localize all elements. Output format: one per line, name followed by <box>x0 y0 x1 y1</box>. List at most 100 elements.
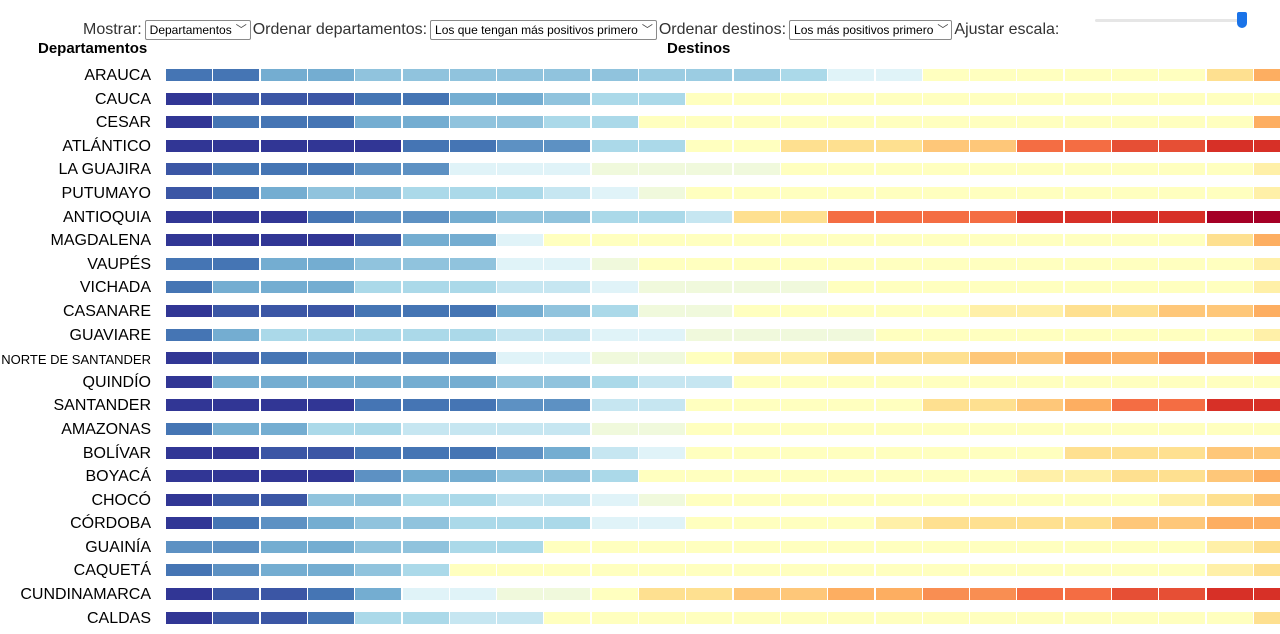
heatmap-cell[interactable] <box>1112 328 1158 341</box>
heatmap-cell[interactable] <box>875 352 922 365</box>
heatmap-cell[interactable] <box>1112 69 1158 81</box>
heatmap-cell[interactable] <box>497 422 544 435</box>
heatmap-cell[interactable] <box>1253 116 1280 129</box>
heatmap-cell[interactable] <box>213 399 260 412</box>
heatmap-cell[interactable] <box>213 564 260 577</box>
heatmap-cell[interactable] <box>260 281 307 294</box>
heatmap-cell[interactable] <box>1253 375 1280 388</box>
heatmap-cell[interactable] <box>591 281 638 294</box>
heatmap-cell[interactable] <box>166 399 212 412</box>
heatmap-cell[interactable] <box>1253 493 1280 506</box>
heatmap-cell[interactable] <box>1206 69 1253 81</box>
heatmap-cell[interactable] <box>402 186 449 199</box>
heatmap-cell[interactable] <box>213 139 260 152</box>
heatmap-cell[interactable] <box>497 517 544 530</box>
heatmap-cell[interactable] <box>213 281 260 294</box>
heatmap-cell[interactable] <box>213 517 260 530</box>
heatmap-cell[interactable] <box>213 352 260 365</box>
heatmap-cell[interactable] <box>780 304 827 317</box>
heatmap-cell[interactable] <box>1206 116 1253 129</box>
heatmap-cell[interactable] <box>639 446 685 459</box>
heatmap-cell[interactable] <box>1112 493 1158 506</box>
heatmap-cell[interactable] <box>875 139 922 152</box>
heatmap-cell[interactable] <box>355 210 402 223</box>
heatmap-cell[interactable] <box>639 517 685 530</box>
heatmap-cell[interactable] <box>449 163 496 176</box>
heatmap-cell[interactable] <box>733 69 780 81</box>
heatmap-cell[interactable] <box>922 422 969 435</box>
heatmap-cell[interactable] <box>686 186 733 199</box>
department-label[interactable]: AMAZONAS <box>61 420 151 438</box>
heatmap-cell[interactable] <box>922 281 969 294</box>
heatmap-cell[interactable] <box>1206 588 1253 601</box>
heatmap-cell[interactable] <box>1112 517 1158 530</box>
heatmap-cell[interactable] <box>828 304 875 317</box>
heatmap-cell[interactable] <box>1159 611 1206 624</box>
heatmap-cell[interactable] <box>166 116 212 129</box>
heatmap-cell[interactable] <box>307 399 354 412</box>
heatmap-cell[interactable] <box>497 257 544 270</box>
heatmap-cell[interactable] <box>970 352 1017 365</box>
heatmap-cell[interactable] <box>686 588 733 601</box>
heatmap-cell[interactable] <box>1206 257 1253 270</box>
heatmap-cell[interactable] <box>1159 69 1206 81</box>
heatmap-cell[interactable] <box>733 399 780 412</box>
heatmap-cell[interactable] <box>166 69 212 81</box>
heatmap-cell[interactable] <box>544 375 591 388</box>
heatmap-cell[interactable] <box>1112 210 1158 223</box>
heatmap-cell[interactable] <box>733 611 780 624</box>
heatmap-cell[interactable] <box>970 234 1017 247</box>
heatmap-cell[interactable] <box>591 186 638 199</box>
heatmap-cell[interactable] <box>970 281 1017 294</box>
heatmap-cell[interactable] <box>780 352 827 365</box>
heatmap-cell[interactable] <box>1112 281 1158 294</box>
heatmap-cell[interactable] <box>1064 69 1111 81</box>
heatmap-cell[interactable] <box>402 210 449 223</box>
heatmap-cell[interactable] <box>828 540 875 553</box>
heatmap-cell[interactable] <box>307 328 354 341</box>
heatmap-cell[interactable] <box>686 257 733 270</box>
heatmap-cell[interactable] <box>1253 69 1280 81</box>
heatmap-cell[interactable] <box>213 69 260 81</box>
heatmap-cell[interactable] <box>591 470 638 483</box>
heatmap-cell[interactable] <box>639 116 685 129</box>
heatmap-cell[interactable] <box>544 446 591 459</box>
heatmap-cell[interactable] <box>970 375 1017 388</box>
heatmap-cell[interactable] <box>733 375 780 388</box>
heatmap-cell[interactable] <box>355 304 402 317</box>
heatmap-cell[interactable] <box>1253 564 1280 577</box>
heatmap-cell[interactable] <box>1064 493 1111 506</box>
heatmap-cell[interactable] <box>260 328 307 341</box>
heatmap-cell[interactable] <box>497 611 544 624</box>
heatmap-cell[interactable] <box>1112 588 1158 601</box>
heatmap-cell[interactable] <box>875 92 922 105</box>
heatmap-cell[interactable] <box>449 564 496 577</box>
heatmap-cell[interactable] <box>544 163 591 176</box>
heatmap-cell[interactable] <box>1017 470 1064 483</box>
heatmap-cell[interactable] <box>166 611 212 624</box>
heatmap-cell[interactable] <box>733 139 780 152</box>
heatmap-cell[interactable] <box>733 304 780 317</box>
heatmap-cell[interactable] <box>449 446 496 459</box>
heatmap-cell[interactable] <box>260 399 307 412</box>
heatmap-cell[interactable] <box>1017 234 1064 247</box>
heatmap-cell[interactable] <box>1064 470 1111 483</box>
heatmap-cell[interactable] <box>828 352 875 365</box>
heatmap-cell[interactable] <box>639 328 685 341</box>
heatmap-cell[interactable] <box>922 446 969 459</box>
heatmap-cell[interactable] <box>1253 304 1280 317</box>
heatmap-cell[interactable] <box>733 210 780 223</box>
heatmap-cell[interactable] <box>970 328 1017 341</box>
heatmap-cell[interactable] <box>1017 517 1064 530</box>
heatmap-cell[interactable] <box>402 163 449 176</box>
heatmap-cell[interactable] <box>1064 399 1111 412</box>
heatmap-cell[interactable] <box>780 328 827 341</box>
heatmap-cell[interactable] <box>1112 352 1158 365</box>
heatmap-cell[interactable] <box>922 304 969 317</box>
department-label[interactable]: CASANARE <box>62 302 151 320</box>
heatmap-cell[interactable] <box>970 139 1017 152</box>
heatmap-cell[interactable] <box>260 116 307 129</box>
heatmap-cell[interactable] <box>166 564 212 577</box>
heatmap-cell[interactable] <box>402 493 449 506</box>
heatmap-cell[interactable] <box>639 186 685 199</box>
